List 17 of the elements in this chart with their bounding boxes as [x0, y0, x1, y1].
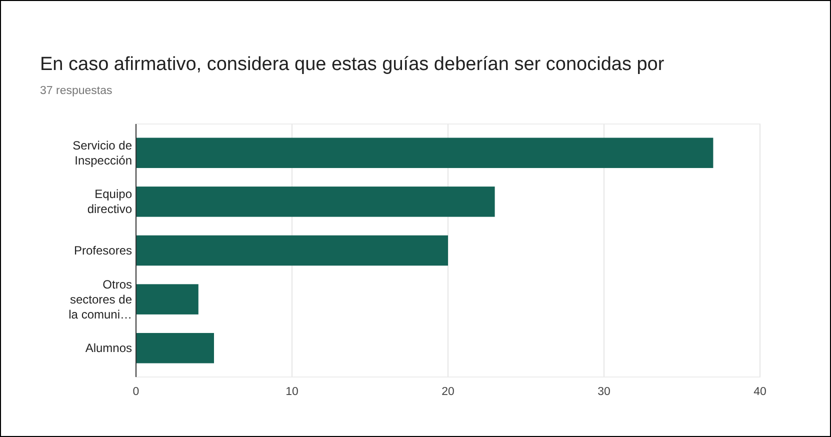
- bar: [136, 284, 198, 314]
- x-tick-label: 20: [442, 386, 454, 398]
- y-tick-label: Equipo directivo: [87, 187, 132, 216]
- x-tick-label: 0: [132, 386, 140, 398]
- y-tick-label: Profesores: [74, 244, 132, 258]
- y-tick-label: Otros sectores de la comuni…: [68, 277, 132, 322]
- y-tick-label: Servicio de Inspección: [72, 138, 132, 168]
- x-tick-label: 30: [598, 386, 610, 398]
- y-tick-label: Alumnos: [85, 341, 132, 356]
- chart-title: En caso afirmativo, considera que estas guías deberían ser conocidas por: [40, 54, 665, 75]
- bar: [136, 186, 495, 217]
- bar: [136, 332, 214, 364]
- bar: [136, 235, 448, 266]
- x-tick-label: 10: [286, 386, 298, 398]
- chart-subtitle: 37 respuestas: [40, 85, 112, 97]
- bar: [136, 138, 714, 168]
- x-tick-label: 40: [754, 386, 766, 398]
